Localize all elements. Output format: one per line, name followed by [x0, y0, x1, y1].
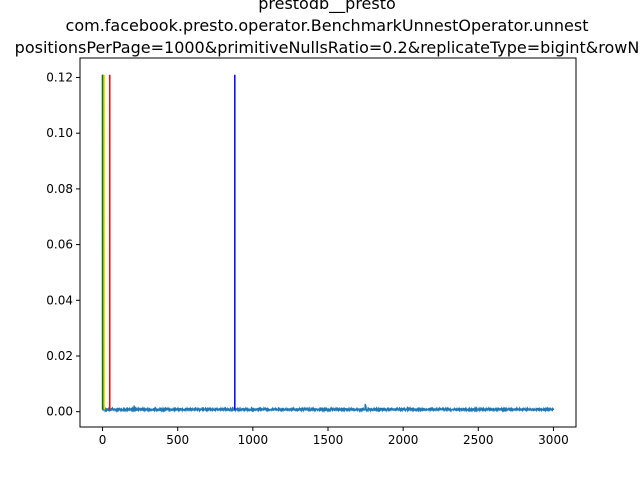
title-line-2: com.facebook.presto.operator.BenchmarkUn… [66, 16, 589, 35]
title-line-3: positionsPerPage=1000&primitiveNullsRati… [15, 38, 640, 57]
axes-frame [79, 57, 577, 428]
y-tick-label: 0.06 [46, 238, 73, 252]
x-axis: 0 500 1000 1500 2000 2500 3000 [99, 427, 569, 447]
y-axis: 0.00 0.02 0.04 0.06 0.08 0.10 0.12 [46, 70, 80, 419]
x-tick-label: 3000 [538, 433, 569, 447]
x-tick-label: 0 [99, 433, 107, 447]
x-tick-label: 2000 [388, 433, 419, 447]
x-tick-label: 1500 [313, 433, 344, 447]
y-tick-label: 0.08 [46, 182, 73, 196]
plot-area [101, 74, 555, 413]
chart-title: prestodb__presto com.facebook.presto.ope… [15, 0, 640, 57]
x-tick-label: 1000 [238, 433, 269, 447]
title-line-1: prestodb__presto [258, 0, 396, 14]
y-tick-label: 0.04 [46, 293, 73, 307]
x-tick-label: 2500 [463, 433, 494, 447]
x-tick-label: 500 [166, 433, 189, 447]
y-tick-label: 0.00 [46, 405, 73, 419]
y-tick-label: 0.12 [46, 70, 73, 84]
y-tick-label: 0.02 [46, 349, 73, 363]
y-tick-label: 0.10 [46, 126, 73, 140]
series-line-0 [101, 74, 555, 413]
